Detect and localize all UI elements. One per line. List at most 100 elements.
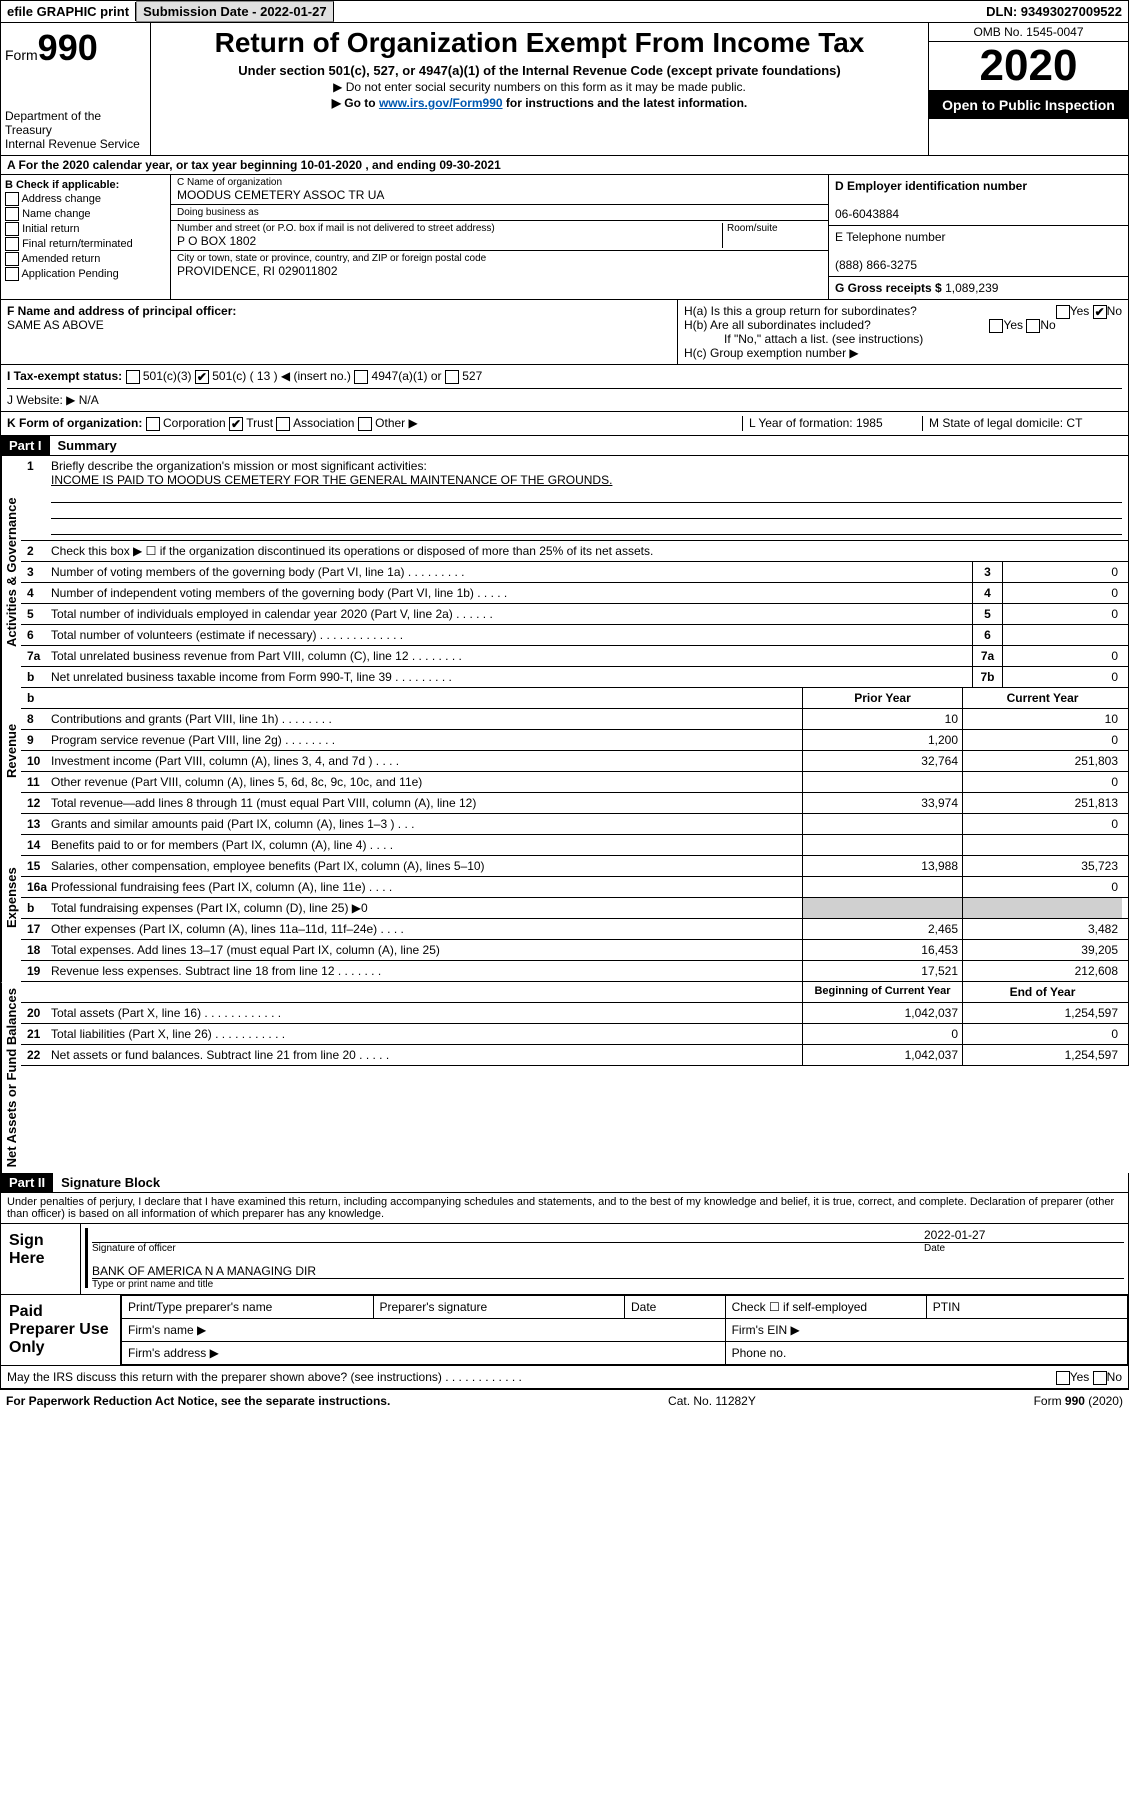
submission-date-button[interactable]: Submission Date - 2022-01-27 bbox=[136, 1, 334, 22]
box-b: B Check if applicable: Address change Na… bbox=[1, 175, 171, 299]
line-17: 17Other expenses (Part IX, column (A), l… bbox=[21, 919, 1129, 940]
row-m: M State of legal domicile: CT bbox=[922, 416, 1122, 431]
sign-here-block: Sign Here 2022-01-27 Signature of office… bbox=[0, 1224, 1129, 1295]
rev-header: b Prior Year Current Year bbox=[21, 688, 1129, 709]
row-j: J Website: ▶ N/A bbox=[7, 388, 1122, 407]
main-info-block: B Check if applicable: Address change Na… bbox=[0, 175, 1129, 300]
line-20: 20Total assets (Part X, line 16) . . . .… bbox=[21, 1003, 1129, 1024]
part1-header: Part I Summary bbox=[0, 436, 1129, 456]
line-11: 11Other revenue (Part VIII, column (A), … bbox=[21, 772, 1129, 793]
part1-title: Summary bbox=[50, 438, 117, 453]
discuss-text: May the IRS discuss this return with the… bbox=[7, 1370, 522, 1384]
prep-name: Print/Type preparer's name bbox=[122, 1296, 374, 1319]
org-name-box: C Name of organization MOODUS CEMETERY A… bbox=[171, 175, 828, 205]
box-f: F Name and address of principal officer:… bbox=[1, 300, 678, 364]
gov-line-4: 4Number of independent voting members of… bbox=[21, 583, 1129, 604]
sig-name-label: Type or print name and title bbox=[92, 1279, 1124, 1290]
footer-left: For Paperwork Reduction Act Notice, see … bbox=[6, 1394, 390, 1408]
room-label: Room/suite bbox=[727, 223, 822, 234]
inspection-label: Open to Public Inspection bbox=[929, 91, 1128, 119]
dba-label: Doing business as bbox=[177, 207, 822, 218]
form-subtitle: Under section 501(c), 527, or 4947(a)(1)… bbox=[159, 63, 920, 78]
officer-label: F Name and address of principal officer: bbox=[7, 304, 236, 318]
opt-name[interactable]: Name change bbox=[5, 207, 166, 221]
form-title: Return of Organization Exempt From Incom… bbox=[159, 27, 920, 59]
firm-ein: Firm's EIN ▶ bbox=[725, 1319, 1127, 1342]
revenue-body: b Prior Year Current Year 8Contributions… bbox=[21, 688, 1129, 814]
dba-box: Doing business as bbox=[171, 205, 828, 221]
governance-section: Activities & Governance 1 Briefly descri… bbox=[0, 456, 1129, 688]
netassets-body: Beginning of Current Year End of Year 20… bbox=[21, 982, 1129, 1173]
phone-value: (888) 866-3275 bbox=[835, 258, 917, 272]
ein-box: D Employer identification number 06-6043… bbox=[829, 175, 1128, 226]
street-box: Number and street (or P.O. box if mail i… bbox=[171, 221, 828, 251]
q1-line: 1 Briefly describe the organization's mi… bbox=[21, 456, 1129, 541]
opt-amended[interactable]: Amended return bbox=[5, 252, 166, 266]
header-left: Form990 Department of the Treasury Inter… bbox=[1, 23, 151, 155]
form-number: Form990 bbox=[5, 27, 146, 69]
line-19: 19Revenue less expenses. Subtract line 1… bbox=[21, 961, 1129, 982]
footer-right: Form 990 (2020) bbox=[1034, 1394, 1123, 1408]
ha-row: H(a) Is this a group return for subordin… bbox=[684, 304, 1122, 318]
opt-initial[interactable]: Initial return bbox=[5, 222, 166, 236]
header-right: OMB No. 1545-0047 2020 Open to Public In… bbox=[928, 23, 1128, 155]
prep-check: Check ☐ if self-employed bbox=[725, 1296, 926, 1319]
footer-mid: Cat. No. 11282Y bbox=[668, 1394, 756, 1408]
dept-label: Department of the Treasury bbox=[5, 109, 146, 137]
tax-year: 2020 bbox=[929, 42, 1128, 91]
sig-name: BANK OF AMERICA N A MANAGING DIR bbox=[92, 1264, 1124, 1279]
hb-note: If "No," attach a list. (see instruction… bbox=[684, 332, 1122, 346]
sig-date: 2022-01-27 bbox=[924, 1228, 1124, 1242]
revenue-section: Revenue b Prior Year Current Year 8Contr… bbox=[0, 688, 1129, 814]
line-9: 9Program service revenue (Part VIII, lin… bbox=[21, 730, 1129, 751]
expenses-section: Expenses 13Grants and similar amounts pa… bbox=[0, 814, 1129, 982]
box-h: H(a) Is this a group return for subordin… bbox=[678, 300, 1128, 364]
line-b: bTotal fundraising expenses (Part IX, co… bbox=[21, 898, 1129, 919]
line-14: 14Benefits paid to or for members (Part … bbox=[21, 835, 1129, 856]
gov-line-5: 5Total number of individuals employed in… bbox=[21, 604, 1129, 625]
q1-answer: INCOME IS PAID TO MOODUS CEMETERY FOR TH… bbox=[51, 473, 612, 487]
part1-badge: Part I bbox=[1, 436, 50, 455]
gov-line-7a: 7aTotal unrelated business revenue from … bbox=[21, 646, 1129, 667]
firm-addr: Firm's address ▶ bbox=[122, 1342, 726, 1365]
efile-label: efile GRAPHIC print bbox=[1, 2, 136, 21]
city-box: City or town, state or province, country… bbox=[171, 251, 828, 280]
sig-pointer-icon bbox=[85, 1228, 88, 1288]
line-21: 21Total liabilities (Part X, line 26) . … bbox=[21, 1024, 1129, 1045]
paid-preparer-label: Paid Preparer Use Only bbox=[1, 1295, 121, 1365]
page-footer: For Paperwork Reduction Act Notice, see … bbox=[0, 1389, 1129, 1412]
sign-here-label: Sign Here bbox=[1, 1224, 81, 1294]
expenses-vlabel: Expenses bbox=[1, 814, 21, 982]
street-label: Number and street (or P.O. box if mail i… bbox=[177, 223, 722, 234]
row-k: K Form of organization: Corporation ✔ Tr… bbox=[7, 416, 742, 431]
line-18: 18Total expenses. Add lines 13–17 (must … bbox=[21, 940, 1129, 961]
gross-box: G Gross receipts $ 1,089,239 bbox=[829, 277, 1128, 299]
row-i: I Tax-exempt status: 501(c)(3) ✔ 501(c) … bbox=[7, 369, 1122, 384]
box-d: D Employer identification number 06-6043… bbox=[828, 175, 1128, 299]
opt-final[interactable]: Final return/terminated bbox=[5, 237, 166, 251]
sig-date-label: Date bbox=[924, 1243, 1124, 1254]
hb-row: H(b) Are all subordinates included? Yes … bbox=[684, 318, 1122, 332]
gov-line-3: 3Number of voting members of the governi… bbox=[21, 562, 1129, 583]
line-10: 10Investment income (Part VIII, column (… bbox=[21, 751, 1129, 772]
line-8: 8Contributions and grants (Part VIII, li… bbox=[21, 709, 1129, 730]
part2-header: Part II Signature Block bbox=[0, 1173, 1129, 1193]
perjury-text: Under penalties of perjury, I declare th… bbox=[0, 1193, 1129, 1224]
opt-pending[interactable]: Application Pending bbox=[5, 267, 166, 281]
line-15: 15Salaries, other compensation, employee… bbox=[21, 856, 1129, 877]
top-bar: efile GRAPHIC print Submission Date - 20… bbox=[0, 0, 1129, 23]
opt-address[interactable]: Address change bbox=[5, 192, 166, 206]
expenses-body: 13Grants and similar amounts paid (Part … bbox=[21, 814, 1129, 982]
ein-value: 06-6043884 bbox=[835, 207, 899, 221]
gov-line-b: bNet unrelated business taxable income f… bbox=[21, 667, 1129, 688]
gov-line-6: 6Total number of volunteers (estimate if… bbox=[21, 625, 1129, 646]
begin-year-hdr: Beginning of Current Year bbox=[802, 982, 962, 1002]
row-k-l-m: K Form of organization: Corporation ✔ Tr… bbox=[0, 412, 1129, 436]
line-12: 12Total revenue—add lines 8 through 11 (… bbox=[21, 793, 1129, 814]
net-header: Beginning of Current Year End of Year bbox=[21, 982, 1129, 1003]
city-value: PROVIDENCE, RI 029011802 bbox=[177, 264, 822, 278]
prep-sig: Preparer's signature bbox=[373, 1296, 625, 1319]
q2-line: 2Check this box ▶ ☐ if the organization … bbox=[21, 541, 1129, 562]
form990-link[interactable]: www.irs.gov/Form990 bbox=[379, 96, 503, 110]
phone-label: E Telephone number bbox=[835, 230, 946, 244]
